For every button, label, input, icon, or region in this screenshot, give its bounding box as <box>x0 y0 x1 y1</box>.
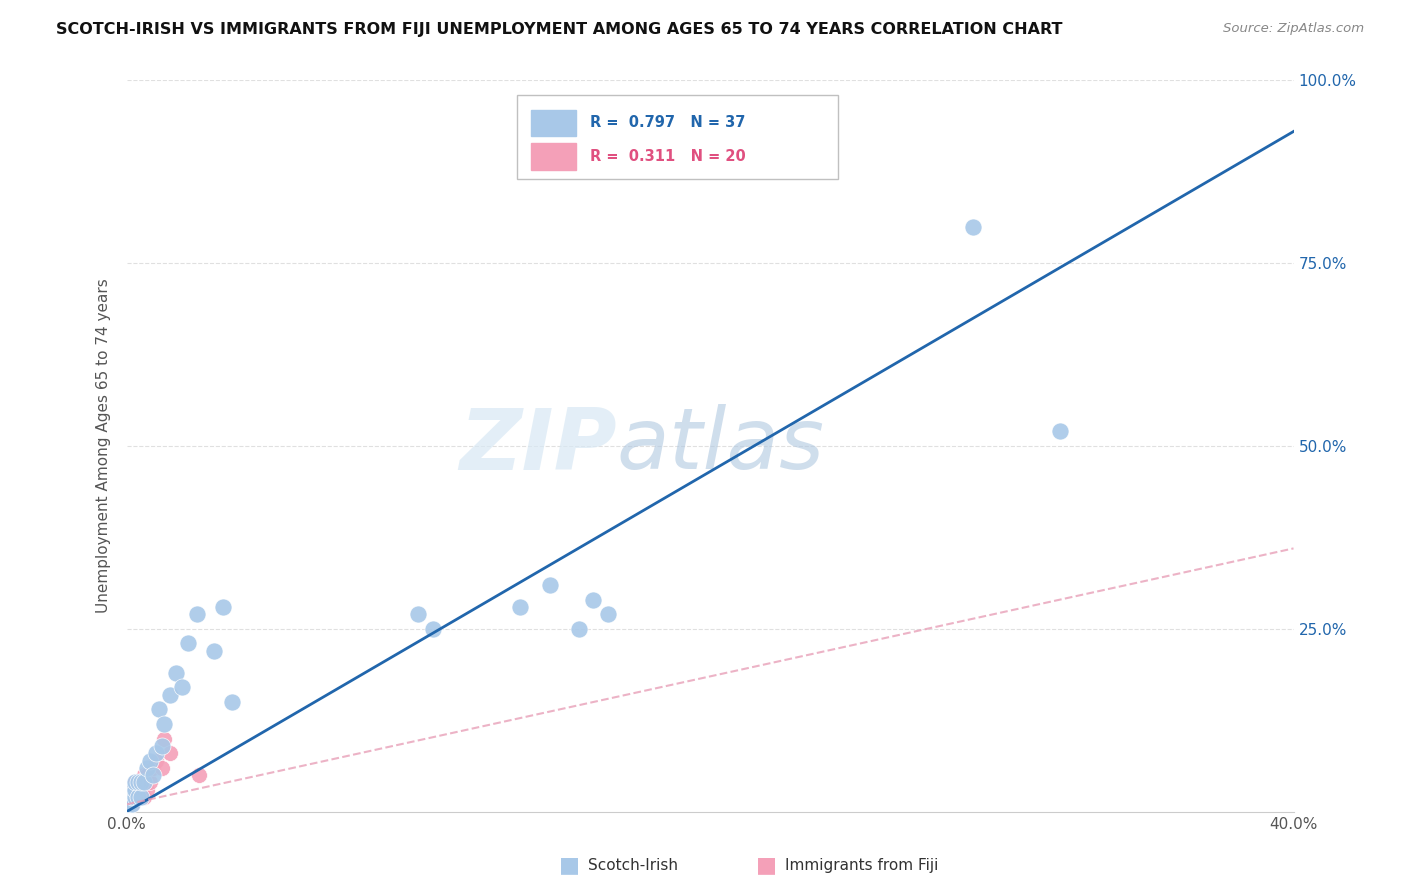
Text: ■: ■ <box>560 855 579 875</box>
Point <box>129 790 152 805</box>
Point <box>165 665 187 680</box>
Point <box>159 688 181 702</box>
Point <box>118 797 141 812</box>
Y-axis label: Unemployment Among Ages 65 to 74 years: Unemployment Among Ages 65 to 74 years <box>96 278 111 614</box>
Text: Source: ZipAtlas.com: Source: ZipAtlas.com <box>1223 22 1364 36</box>
Point <box>127 775 149 789</box>
Point <box>121 797 143 812</box>
Point <box>962 219 984 234</box>
Point <box>408 607 430 622</box>
Point <box>127 790 149 805</box>
Point <box>127 790 149 805</box>
Point <box>538 578 561 592</box>
Point <box>129 782 152 797</box>
Point <box>582 592 605 607</box>
Point <box>124 775 146 789</box>
Point <box>124 782 146 797</box>
Point <box>221 695 243 709</box>
Point <box>124 790 146 805</box>
Point <box>142 761 165 775</box>
Point <box>153 731 176 746</box>
Point <box>148 702 170 716</box>
Text: atlas: atlas <box>617 404 825 488</box>
Point <box>118 797 141 812</box>
Point <box>127 775 149 789</box>
Point <box>568 622 591 636</box>
Point <box>132 768 155 782</box>
Text: Immigrants from Fiji: Immigrants from Fiji <box>785 858 938 872</box>
Text: R =  0.311   N = 20: R = 0.311 N = 20 <box>591 149 745 164</box>
Point <box>142 768 165 782</box>
Point <box>132 790 155 805</box>
FancyBboxPatch shape <box>517 95 838 179</box>
Point <box>124 775 146 789</box>
Point <box>121 797 143 812</box>
Point <box>1049 425 1071 439</box>
Point <box>139 754 162 768</box>
Text: R =  0.797   N = 37: R = 0.797 N = 37 <box>591 115 745 130</box>
Text: ZIP: ZIP <box>458 404 617 488</box>
Point <box>132 775 155 789</box>
Point <box>136 761 159 775</box>
Text: SCOTCH-IRISH VS IMMIGRANTS FROM FIJI UNEMPLOYMENT AMONG AGES 65 TO 74 YEARS CORR: SCOTCH-IRISH VS IMMIGRANTS FROM FIJI UNE… <box>56 22 1063 37</box>
Point <box>153 717 176 731</box>
Point <box>121 782 143 797</box>
Point <box>145 746 167 760</box>
FancyBboxPatch shape <box>531 144 576 169</box>
Point <box>118 790 141 805</box>
Point <box>170 681 193 695</box>
Point <box>139 775 162 789</box>
FancyBboxPatch shape <box>531 110 576 136</box>
Point <box>124 790 146 805</box>
Point <box>145 754 167 768</box>
Point <box>121 782 143 797</box>
Text: ■: ■ <box>756 855 776 875</box>
Point <box>150 761 173 775</box>
Point <box>136 768 159 782</box>
Point <box>188 768 211 782</box>
Text: Scotch-Irish: Scotch-Irish <box>588 858 678 872</box>
Point <box>177 636 200 650</box>
Point <box>186 607 208 622</box>
Point <box>118 790 141 805</box>
Point <box>159 746 181 760</box>
Point <box>202 644 225 658</box>
Point <box>422 622 444 636</box>
Point <box>136 782 159 797</box>
Point <box>121 790 143 805</box>
Point <box>596 607 619 622</box>
Point <box>129 775 152 789</box>
Point <box>150 739 173 753</box>
Point <box>211 599 233 614</box>
Point <box>509 599 531 614</box>
